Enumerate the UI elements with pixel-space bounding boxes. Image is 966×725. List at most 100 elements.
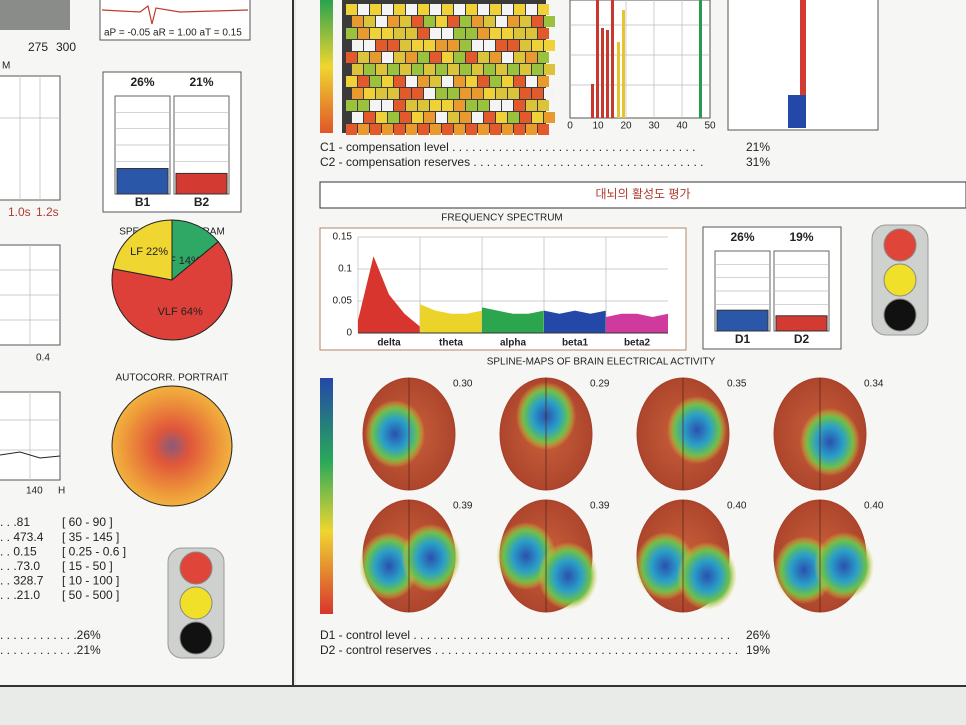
hex-cell [424, 40, 435, 51]
slice-label: LF 22% [130, 246, 168, 258]
hex-cell [442, 124, 453, 135]
band-label: beta2 [624, 338, 651, 349]
grid [0, 76, 60, 200]
hex-cell [544, 40, 555, 51]
hex-cell [520, 40, 531, 51]
hex-cell [460, 40, 471, 51]
hex-cell [436, 88, 447, 99]
hex-cell [484, 88, 495, 99]
hex-cell [532, 16, 543, 27]
hex-cell [526, 52, 537, 63]
hex-cell [388, 88, 399, 99]
activity-blob [667, 396, 727, 464]
hex-cells [346, 4, 555, 135]
hex-cell [544, 88, 555, 99]
hex-cell [472, 88, 483, 99]
hex-cell [376, 40, 387, 51]
hex-cell [352, 88, 363, 99]
param-range: [ 15 - 50 ] [62, 559, 113, 573]
hex-cell [520, 112, 531, 123]
x-tick-label: 30 [648, 121, 660, 132]
hex-cell [460, 16, 471, 27]
hex-cell [502, 52, 513, 63]
hex-cell [472, 112, 483, 123]
hex-cell [430, 124, 441, 135]
hex-cell [478, 28, 489, 39]
activity-blob [800, 408, 860, 476]
hex-cell [514, 100, 525, 111]
parameter-list: . . .81 [ 60 - 90 ] . . 473.4 [ 35 - 145 ].… [0, 515, 126, 602]
hex-cell [508, 112, 519, 123]
hex-cell [496, 16, 507, 27]
lamp [179, 551, 213, 585]
hex-cell [394, 100, 405, 111]
tick-label: 140 [26, 486, 43, 497]
hex-cell [412, 64, 423, 75]
spectrum-area [606, 313, 668, 333]
hex-cell [394, 52, 405, 63]
b-chart: 26% B1 21% B2 [102, 71, 242, 213]
hex-cell [370, 124, 381, 135]
bar-value-label: 21% [189, 75, 213, 89]
hex-cell [394, 28, 405, 39]
pie-slice [171, 219, 219, 282]
hex-cell [526, 100, 537, 111]
hex-cell [538, 100, 549, 111]
hex-cell [352, 112, 363, 123]
trace [0, 451, 61, 459]
hex-cell [442, 52, 453, 63]
hex-cell [346, 52, 357, 63]
hex-cell [430, 52, 441, 63]
param-value: . . .81 [0, 515, 30, 529]
hex-cell [538, 28, 549, 39]
line-value: 19% [746, 643, 770, 657]
hex-cell [424, 112, 435, 123]
bar-value-label: 19% [789, 230, 813, 244]
hex-cell [382, 28, 393, 39]
hex-cell [382, 100, 393, 111]
hex-cell [484, 16, 495, 27]
hex-cell [412, 112, 423, 123]
hex-cell [346, 28, 357, 39]
hex-cell [400, 64, 411, 75]
hex-cell [502, 76, 513, 87]
histogram-bars [591, 0, 702, 118]
hex-cell [370, 28, 381, 39]
ecg-trace [101, 4, 249, 25]
grid [0, 245, 60, 345]
hist-bar [622, 10, 625, 118]
line-value: 26% [746, 628, 770, 642]
hex-cell [478, 52, 489, 63]
hex-cell [490, 100, 501, 111]
maps-title: SPLINE-MAPS OF BRAIN ELECTRICAL ACTIVITY [487, 357, 716, 368]
x-tick-label: 50 [704, 121, 716, 132]
y-tick-label: 0.1 [338, 264, 352, 275]
summary-line: . . . . . . . . . . . .21% [0, 643, 101, 657]
hex-cell [370, 52, 381, 63]
hex-cell [508, 88, 519, 99]
hex-cell [532, 40, 543, 51]
hex-cell [412, 88, 423, 99]
hex-cell [478, 124, 489, 135]
param-range: [ 35 - 145 ] [62, 530, 119, 544]
hex-cell [406, 52, 417, 63]
hex-cell [514, 76, 525, 87]
color-scale [320, 0, 333, 133]
hex-cell [412, 16, 423, 27]
hex-cell [544, 112, 555, 123]
hex-cell [376, 16, 387, 27]
hex-cell [346, 124, 357, 135]
hex-cell [490, 28, 501, 39]
hex-cell [430, 28, 441, 39]
hex-cell [460, 112, 471, 123]
d-chart: 26% D1 19% D2 [702, 226, 842, 350]
param-value: . . .73.0 [0, 559, 40, 573]
hex-cell [418, 52, 429, 63]
lamp [883, 228, 917, 262]
hex-cell [436, 112, 447, 123]
pie: HF 14%VLF 64%LF 22% [111, 219, 233, 341]
hex-cell [454, 100, 465, 111]
y-tick-label: 0.05 [333, 296, 353, 307]
pie-slice [111, 241, 233, 341]
